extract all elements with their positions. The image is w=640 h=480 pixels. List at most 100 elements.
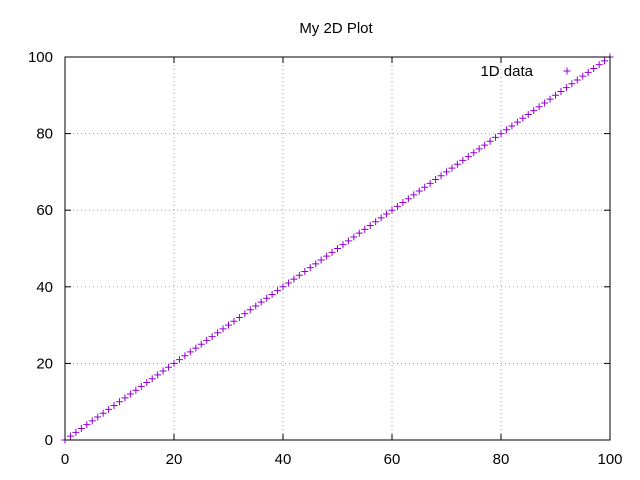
data-point: [334, 245, 341, 252]
data-point: [246, 306, 254, 314]
data-point: [530, 107, 538, 115]
data-point: [328, 248, 336, 256]
data-point: [502, 126, 510, 134]
data-point: [481, 141, 489, 149]
data-point: [263, 294, 271, 302]
data-point: [88, 417, 96, 425]
tick-labels: 0 20 40 60 80 100 0 20 40 60 80 100: [28, 49, 623, 468]
data-point: [519, 114, 527, 122]
data-point: [350, 233, 358, 241]
data-point: [137, 382, 145, 390]
data-point: [197, 340, 205, 348]
data-point: [312, 260, 320, 268]
data-point: [383, 210, 391, 218]
data-point: [584, 68, 592, 76]
data-point: [110, 402, 118, 410]
x-tick-label: 40: [275, 451, 292, 468]
data-point: [443, 168, 450, 176]
data-point: [432, 176, 440, 184]
data-point: [486, 137, 494, 145]
data-point: [116, 398, 123, 406]
data-point: [372, 218, 380, 226]
data-point: [323, 252, 331, 260]
x-tick-label: 100: [597, 451, 622, 468]
data-point: [170, 359, 178, 367]
y-tick-label: 100: [28, 49, 53, 66]
data-point: [143, 379, 151, 387]
data-point: [513, 118, 521, 126]
data-point: [268, 290, 276, 298]
data-point: [230, 317, 238, 325]
data-point: [99, 409, 107, 417]
data-point: [388, 206, 396, 214]
data-point: [377, 214, 385, 222]
data-point: [290, 275, 298, 283]
x-tick-label: 20: [166, 451, 183, 468]
data-point: [601, 57, 609, 65]
data-point: [497, 130, 505, 138]
data-point: [203, 336, 211, 344]
legend-marker: [563, 67, 571, 75]
data-point: [295, 271, 303, 279]
data-point: [437, 172, 445, 180]
data-point: [126, 390, 134, 398]
data-point: [317, 256, 325, 264]
plot-frame: [64, 56, 611, 441]
data-point: [361, 225, 369, 233]
data-point: [301, 267, 309, 275]
data-point: [470, 149, 478, 157]
data-point: [214, 329, 222, 337]
grid-lines: [65, 57, 610, 440]
data-point: [492, 133, 500, 141]
y-tick-label: 20: [36, 355, 53, 372]
data-point: [257, 298, 265, 306]
data-point: [399, 199, 407, 207]
y-tick-label: 40: [36, 279, 53, 296]
data-point: [552, 91, 559, 99]
data-point: [590, 64, 598, 72]
data-point: [94, 413, 102, 421]
data-point: [181, 352, 189, 360]
data-point: [426, 179, 434, 187]
data-point: [546, 95, 554, 103]
legend: 1D data: [480, 63, 571, 80]
data-point: [154, 371, 162, 379]
data-point: [306, 264, 314, 272]
data-point: [535, 103, 543, 111]
data-point: [508, 122, 516, 130]
data-point: [464, 153, 472, 161]
data-point: [404, 195, 412, 203]
data-point: [366, 222, 374, 230]
data-point: [105, 405, 113, 413]
data-point: [159, 367, 167, 375]
data-point: [186, 348, 194, 356]
data-point: [524, 110, 532, 118]
data-point: [72, 428, 80, 436]
data-point: [595, 61, 603, 69]
data-point: [541, 99, 549, 107]
data-point: [453, 160, 461, 168]
data-point: [121, 394, 129, 402]
data-point: [573, 76, 581, 84]
data-point: [415, 187, 423, 195]
data-point: [475, 145, 483, 153]
data-point: [83, 421, 91, 429]
x-tick-label: 0: [61, 451, 69, 468]
data-point: [410, 191, 418, 199]
data-point: [562, 84, 570, 92]
data-point: [557, 87, 565, 95]
chart-title: My 2D Plot: [299, 20, 373, 37]
data-point: [77, 425, 85, 433]
data-point: [279, 283, 287, 291]
data-point: [284, 279, 292, 287]
data-point: [165, 363, 173, 371]
data-point: [192, 344, 200, 352]
x-tick-label: 60: [384, 451, 401, 468]
data-point: [421, 183, 429, 191]
data-point: [393, 202, 401, 210]
data-point: [225, 321, 232, 329]
data-point: [241, 310, 249, 318]
data-point: [148, 375, 156, 383]
